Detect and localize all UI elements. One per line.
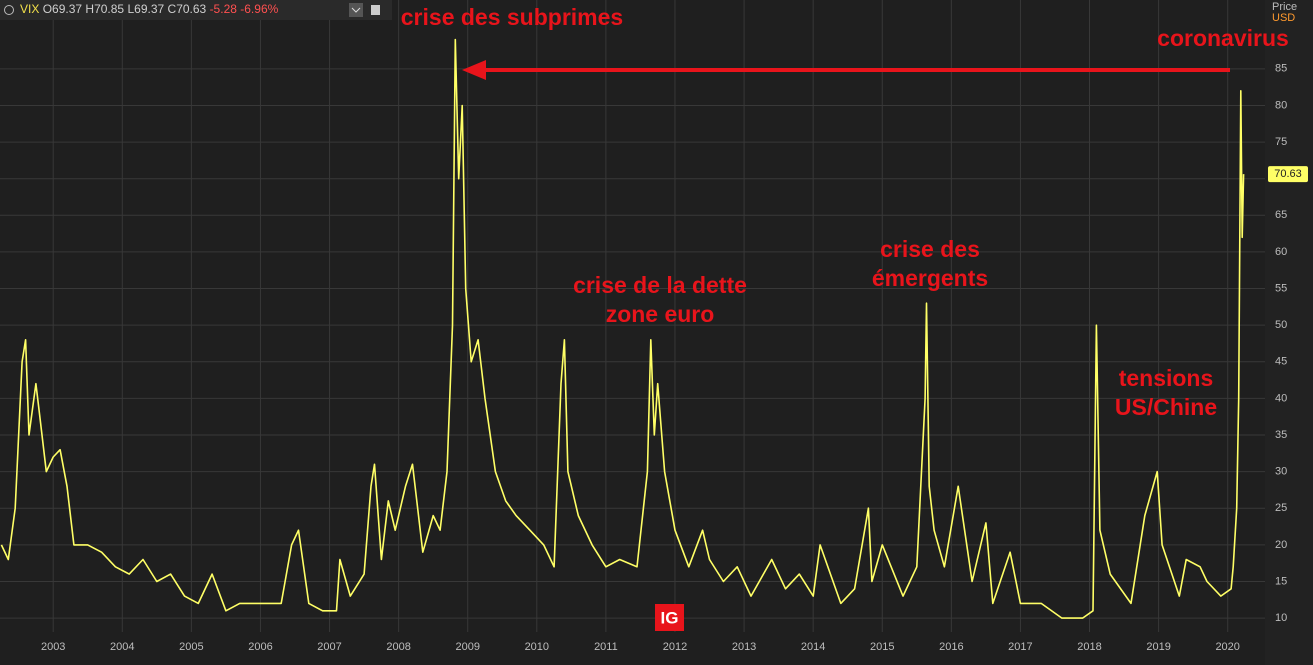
axis-area	[1265, 0, 1313, 665]
x-tick-label: 2004	[110, 641, 134, 653]
y-tick-label: 35	[1275, 429, 1287, 441]
x-tick-label: 2013	[732, 641, 756, 653]
symbol: VIX O69.37 H70.85 L69.37 C70.63 -5.28 -6…	[20, 2, 279, 16]
y-tick-label: 80	[1275, 99, 1287, 111]
y-tick-label: 30	[1275, 466, 1287, 478]
currency-label: USD	[1272, 12, 1295, 24]
clock-icon	[4, 5, 14, 15]
x-tick-label: 2006	[248, 641, 272, 653]
x-tick-label: 2011	[594, 641, 618, 653]
x-tick-label: 2010	[525, 641, 549, 653]
x-tick-label: 2012	[663, 641, 687, 653]
x-tick-label: 2020	[1215, 641, 1239, 653]
y-tick-label: 85	[1275, 63, 1287, 75]
annotation: émergents	[872, 265, 988, 291]
x-tick-label: 2007	[317, 641, 341, 653]
x-tick-label: 2003	[41, 641, 65, 653]
y-tick-label: 50	[1275, 319, 1287, 331]
x-tick-label: 2014	[801, 641, 825, 653]
annotations: crise des subprimes coronavirus crise de l…	[401, 4, 1289, 420]
x-tick-label: 2005	[179, 641, 203, 653]
x-tick-label: 2008	[386, 641, 410, 653]
y-tick-label: 55	[1275, 282, 1287, 294]
dropdown-icon	[351, 7, 361, 13]
price-box	[1268, 166, 1308, 183]
delete-button[interactable]	[371, 5, 380, 15]
header-bar	[0, 0, 392, 20]
y-tick-label: 60	[1275, 246, 1287, 258]
annotation: crise des	[880, 236, 980, 262]
annotation: zone euro	[606, 301, 715, 327]
logo-box	[655, 604, 684, 631]
annotation: crise des subprimes	[401, 4, 623, 30]
y-tick-label: 65	[1275, 209, 1287, 221]
vix-line	[0, 38, 1245, 619]
y-tick-label: 40	[1275, 392, 1287, 404]
y-tick-label: 15	[1275, 575, 1287, 587]
y-tick-label: 45	[1275, 356, 1287, 368]
y-tick-label: 20	[1275, 539, 1287, 551]
logo: IG	[661, 608, 679, 627]
x-tick-label: 2015	[870, 641, 894, 653]
price-box-label: 70.63	[1274, 168, 1302, 180]
annotation: tensions	[1119, 365, 1214, 391]
annotation: coronavirus	[1157, 25, 1289, 51]
x-tick-label: 2019	[1146, 641, 1170, 653]
x-tick-label: 2017	[1008, 641, 1032, 653]
x-tick-label: 2018	[1077, 641, 1101, 653]
y-tick-label: 10	[1275, 612, 1287, 624]
price-label: Price	[1272, 1, 1297, 13]
arrow-head	[462, 60, 486, 80]
y-tick-label: 75	[1275, 136, 1287, 148]
dropdown-button[interactable]	[349, 3, 363, 17]
plot: 70.63	[0, 38, 1308, 619]
x-tick-label: 2016	[939, 641, 963, 653]
y-tick-label: 25	[1275, 502, 1287, 514]
annotation: crise de la dette	[573, 272, 747, 298]
annotation: US/Chine	[1115, 394, 1217, 420]
x-tick-label: 2009	[455, 641, 479, 653]
